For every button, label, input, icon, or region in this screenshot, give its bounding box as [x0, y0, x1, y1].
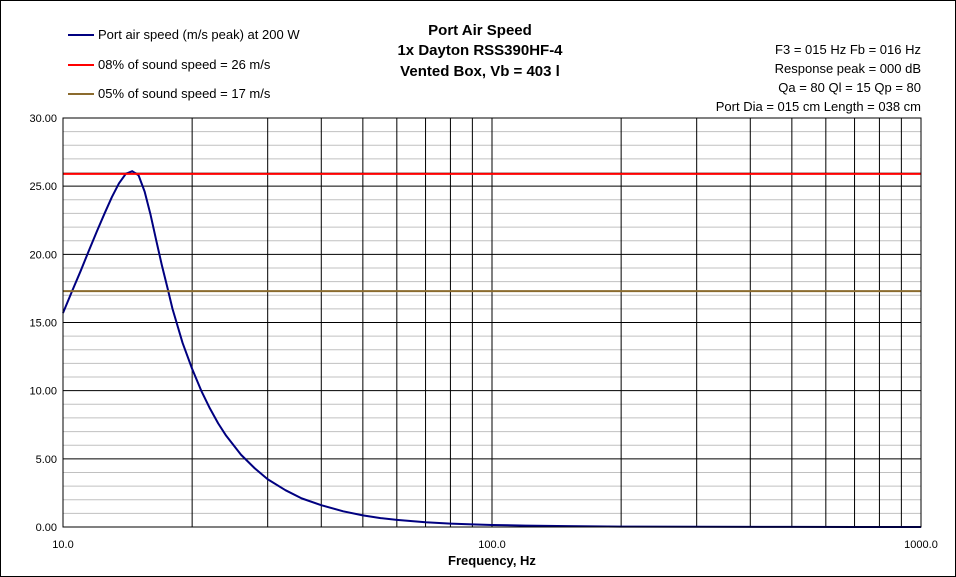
legend-label-8-percent: 08% of sound speed = 26 m/s [98, 57, 271, 72]
y-tick-label: 30.00 [29, 113, 57, 125]
x-tick-label: 1000.0 [904, 539, 938, 551]
chart-title-line-2: 1x Dayton RSS390HF-4 [397, 42, 563, 59]
y-tick-label: 0.00 [36, 522, 57, 534]
info-line-response-peak: Response peak = 000 dB [774, 61, 921, 76]
grid [63, 118, 921, 527]
info-line-port-dims: Port Dia = 015 cm Length = 038 cm [715, 99, 921, 114]
info-line-f3-fb: F3 = 015 Hz Fb = 016 Hz [775, 42, 921, 57]
y-tick-label: 25.00 [29, 181, 57, 193]
x-tick-label: 10.0 [52, 539, 73, 551]
y-tick-label: 20.00 [29, 249, 57, 261]
chart-title-line-1: Port Air Speed [428, 22, 532, 39]
x-tick-label: 100.0 [478, 539, 506, 551]
legend-swatch-8-percent [68, 64, 94, 66]
chart-title-line-3: Vented Box, Vb = 403 l [400, 63, 560, 80]
y-tick-label: 10.00 [29, 386, 57, 398]
legend-swatch-5-percent [68, 93, 94, 95]
legend-label-port-air-speed: Port air speed (m/s peak) at 200 W [98, 27, 300, 42]
legend-label-5-percent: 05% of sound speed = 17 m/s [98, 86, 271, 101]
y-tick-label: 5.00 [36, 454, 57, 466]
y-tick-label: 15.00 [29, 318, 57, 330]
tick-labels: 0.00 5.00 10.00 15.00 20.00 25.00 30.00 10.0 100… [29, 113, 937, 551]
plot-border [62, 117, 922, 528]
info-line-q-factors: Qa = 80 Ql = 15 Qp = 80 [778, 80, 921, 95]
legend-swatch-port-air-speed [68, 34, 94, 36]
series-group [62, 170, 922, 528]
series-line-0 [62, 170, 922, 528]
x-axis-label: Frequency, Hz [448, 553, 536, 568]
axes [62, 117, 922, 528]
